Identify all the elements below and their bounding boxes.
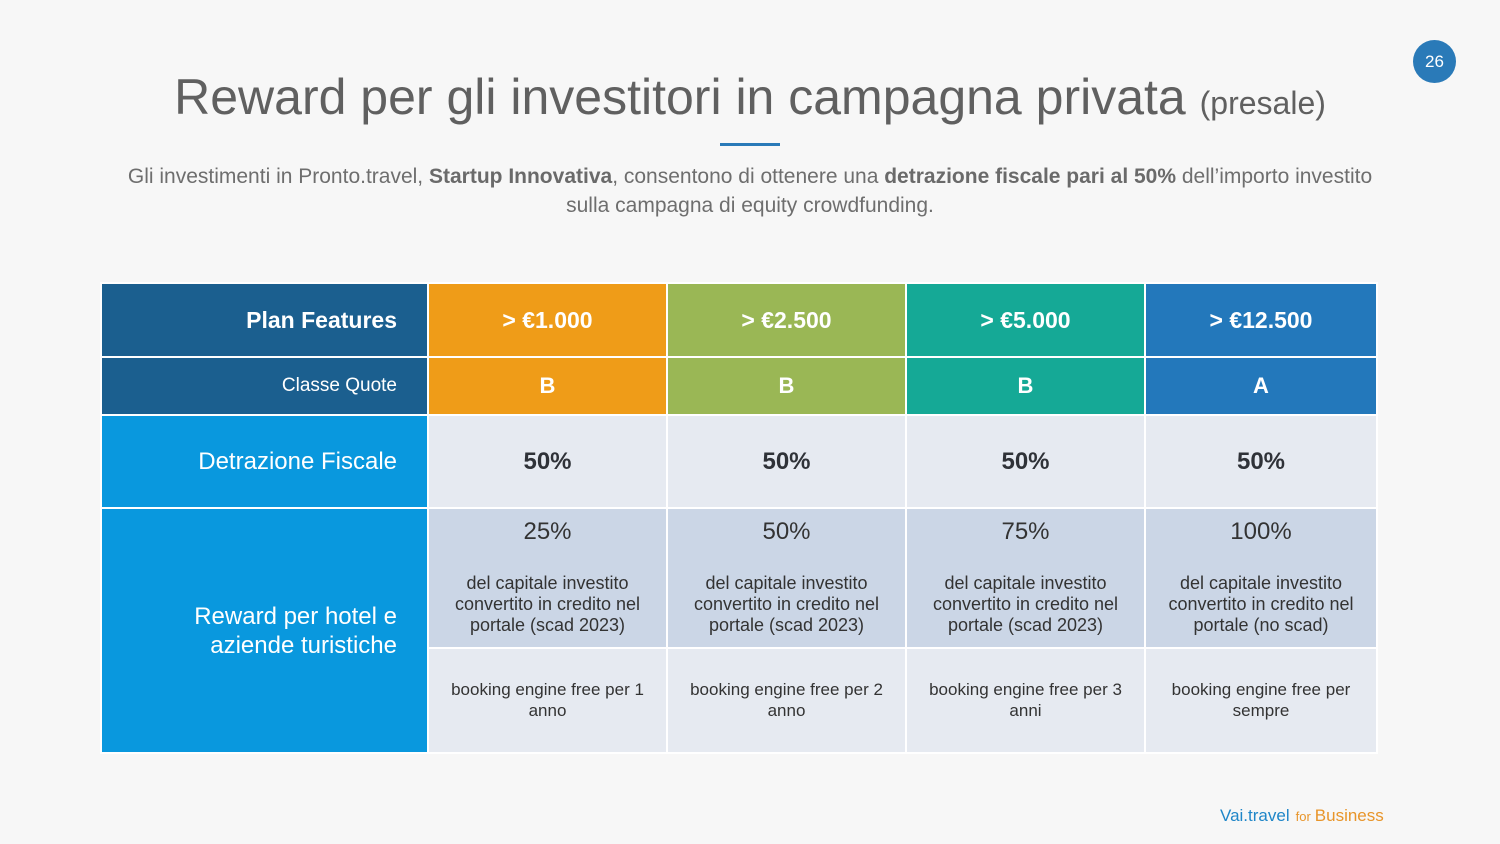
tax-row: Detrazione Fiscale 50% 50% 50% 50% — [100, 414, 1378, 509]
plan-reward-2: 50% del capitale investito convertito in… — [666, 507, 907, 649]
reward-label: Reward per hotel e aziende turistiche — [100, 507, 429, 754]
plan-tax-1: 50% — [427, 414, 668, 509]
plan-booking-1: booking engine free per 1 anno — [427, 647, 668, 754]
booking-row: booking engine free per 1 anno booking e… — [101, 647, 1378, 754]
reward-description: del capitale investito convertito in cre… — [454, 573, 641, 635]
page-title: Reward per gli investitori in campagna p… — [0, 62, 1500, 138]
plan-features-table: Plan Features > €1.000 > €2.500 > €5.000… — [100, 282, 1378, 754]
reward-percent: 75% — [1001, 518, 1050, 545]
plan-reward-1: 25% del capitale investito convertito in… — [427, 507, 668, 649]
plan-class-1: B — [427, 356, 668, 416]
subtitle: Gli investimenti in Pronto.travel, Start… — [120, 162, 1380, 220]
class-row: Classe Quote B B B A — [100, 356, 1378, 416]
brand-name: Vai.travel — [1220, 806, 1290, 825]
plan-class-3: B — [905, 356, 1146, 416]
title-main: Reward per gli investitori in campagna p… — [174, 69, 1186, 125]
subtitle-bold1: Startup Innovativa — [428, 165, 613, 188]
plan-amount-2: > €2.500 — [666, 282, 907, 358]
reward-description: del capitale investito convertito in cre… — [1168, 573, 1354, 635]
plan-booking-4: booking engine free per sempre — [1144, 647, 1378, 754]
subtitle-part2: , consentono di ottenere una — [612, 165, 885, 188]
plan-tax-2: 50% — [666, 414, 907, 509]
brand-for: for — [1295, 809, 1311, 824]
plan-reward-4: 100% del capitale investito convertito i… — [1144, 507, 1378, 649]
plan-tax-4: 50% — [1144, 414, 1378, 509]
reward-description: del capitale investito convertito in cre… — [693, 573, 880, 635]
page-number-badge: 26 — [1413, 40, 1456, 83]
reward-row: Reward per hotel e aziende turistiche 25… — [100, 507, 1378, 754]
reward-percent: 25% — [523, 518, 572, 545]
plan-booking-2: booking engine free per 2 anno — [666, 647, 907, 754]
subtitle-bold2: detrazione fiscale pari al 50% — [884, 165, 1177, 188]
header-label: Plan Features — [100, 282, 429, 358]
reward-percent: 100% — [1230, 518, 1292, 545]
tax-label: Detrazione Fiscale — [100, 414, 429, 509]
plan-amount-3: > €5.000 — [905, 282, 1146, 358]
plan-class-2: B — [666, 356, 907, 416]
plan-amount-4: > €12.500 — [1144, 282, 1378, 358]
brand-logo: Vai.travel for Business — [1220, 806, 1384, 826]
plan-class-4: A — [1144, 356, 1378, 416]
plan-amount-1: > €1.000 — [427, 282, 668, 358]
subtitle-part3: dell’importo investito sulla campagna di… — [566, 165, 1373, 217]
class-label: Classe Quote — [100, 356, 429, 416]
subtitle-part1: Gli investimenti in Pronto.travel, — [127, 165, 429, 188]
plan-booking-3: booking engine free per 3 anni — [905, 647, 1146, 754]
header-row: Plan Features > €1.000 > €2.500 > €5.000… — [100, 282, 1378, 358]
title-underline — [720, 143, 780, 146]
plan-reward-3: 75% del capitale investito convertito in… — [905, 507, 1146, 649]
reward-description: del capitale investito convertito in cre… — [932, 573, 1119, 635]
plan-tax-3: 50% — [905, 414, 1146, 509]
title-suffix: (presale) — [1199, 85, 1326, 121]
reward-percent: 50% — [762, 518, 811, 545]
brand-suffix: Business — [1314, 806, 1384, 825]
